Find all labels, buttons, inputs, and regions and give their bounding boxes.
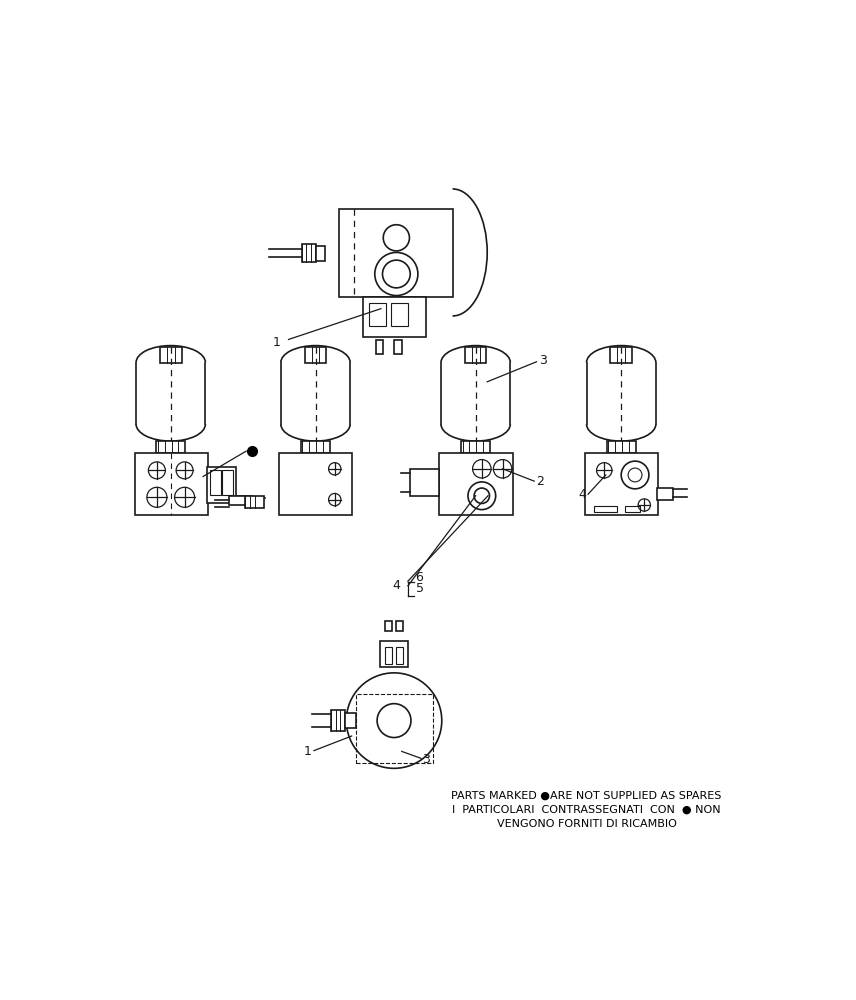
Bar	[339, 209, 453, 297]
Bar	[236, 496, 252, 503]
Bar	[370, 303, 386, 326]
Text: 3: 3	[538, 354, 547, 367]
Bar	[316, 246, 324, 261]
Text: 2: 2	[537, 475, 544, 488]
Bar	[223, 470, 233, 495]
Text: VENGONO FORNITI DI RICAMBIO: VENGONO FORNITI DI RICAMBIO	[496, 819, 676, 829]
Bar	[245, 496, 264, 508]
Bar	[461, 441, 490, 453]
Bar	[279, 453, 353, 515]
Bar	[385, 620, 392, 631]
Bar	[396, 620, 403, 631]
Bar	[300, 441, 330, 453]
Text: 1: 1	[304, 745, 312, 758]
Text: 6: 6	[416, 571, 424, 584]
Bar	[395, 647, 403, 664]
Text: 4: 4	[392, 579, 401, 592]
Bar	[391, 303, 408, 326]
Bar	[385, 647, 393, 664]
Bar	[594, 506, 617, 512]
Bar	[345, 713, 355, 728]
Bar	[439, 453, 513, 515]
Text: PARTS MARKED ●ARE NOT SUPPLIED AS SPARES: PARTS MARKED ●ARE NOT SUPPLIED AS SPARES	[451, 791, 722, 801]
Bar	[134, 453, 208, 515]
Bar	[410, 469, 439, 496]
Text: 1: 1	[273, 336, 281, 349]
Bar	[331, 710, 345, 731]
Bar	[363, 297, 426, 337]
Bar	[229, 496, 245, 505]
Bar	[207, 467, 236, 503]
Bar	[305, 347, 326, 363]
Bar	[394, 340, 401, 354]
Bar	[657, 488, 673, 500]
Bar	[607, 441, 636, 453]
Text: 4: 4	[579, 488, 586, 501]
Bar	[465, 347, 486, 363]
Bar	[210, 470, 221, 495]
Bar	[160, 347, 181, 363]
Bar	[301, 244, 316, 262]
Bar	[625, 506, 640, 512]
Circle shape	[347, 673, 442, 768]
Text: 5: 5	[416, 582, 424, 595]
Text: 3: 3	[423, 753, 431, 766]
Bar	[376, 340, 383, 354]
Bar	[380, 641, 408, 667]
Bar	[156, 441, 186, 453]
Bar	[355, 694, 432, 763]
Text: I  PARTICOLARI  CONTRASSEGNATI  CON  ● NON: I PARTICOLARI CONTRASSEGNATI CON ● NON	[452, 805, 721, 815]
Bar	[610, 347, 632, 363]
Bar	[585, 453, 658, 515]
